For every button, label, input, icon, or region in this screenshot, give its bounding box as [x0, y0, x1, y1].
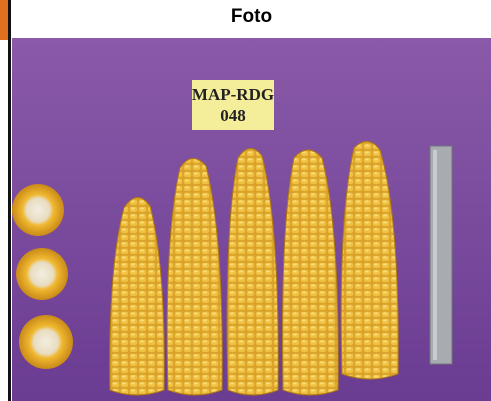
header-title: Foto: [230, 6, 273, 27]
tab-marker: [0, 0, 8, 40]
ruler: [429, 145, 453, 365]
cobs: [109, 141, 399, 396]
border: [8, 0, 11, 401]
photo: MAP-RDG 048: [12, 38, 491, 401]
sample-label: MAP-RDG 048: [192, 80, 274, 130]
label-line2: 048: [220, 106, 246, 125]
label-line1: MAP-RDG: [192, 85, 274, 104]
cross-sections: [12, 184, 73, 369]
